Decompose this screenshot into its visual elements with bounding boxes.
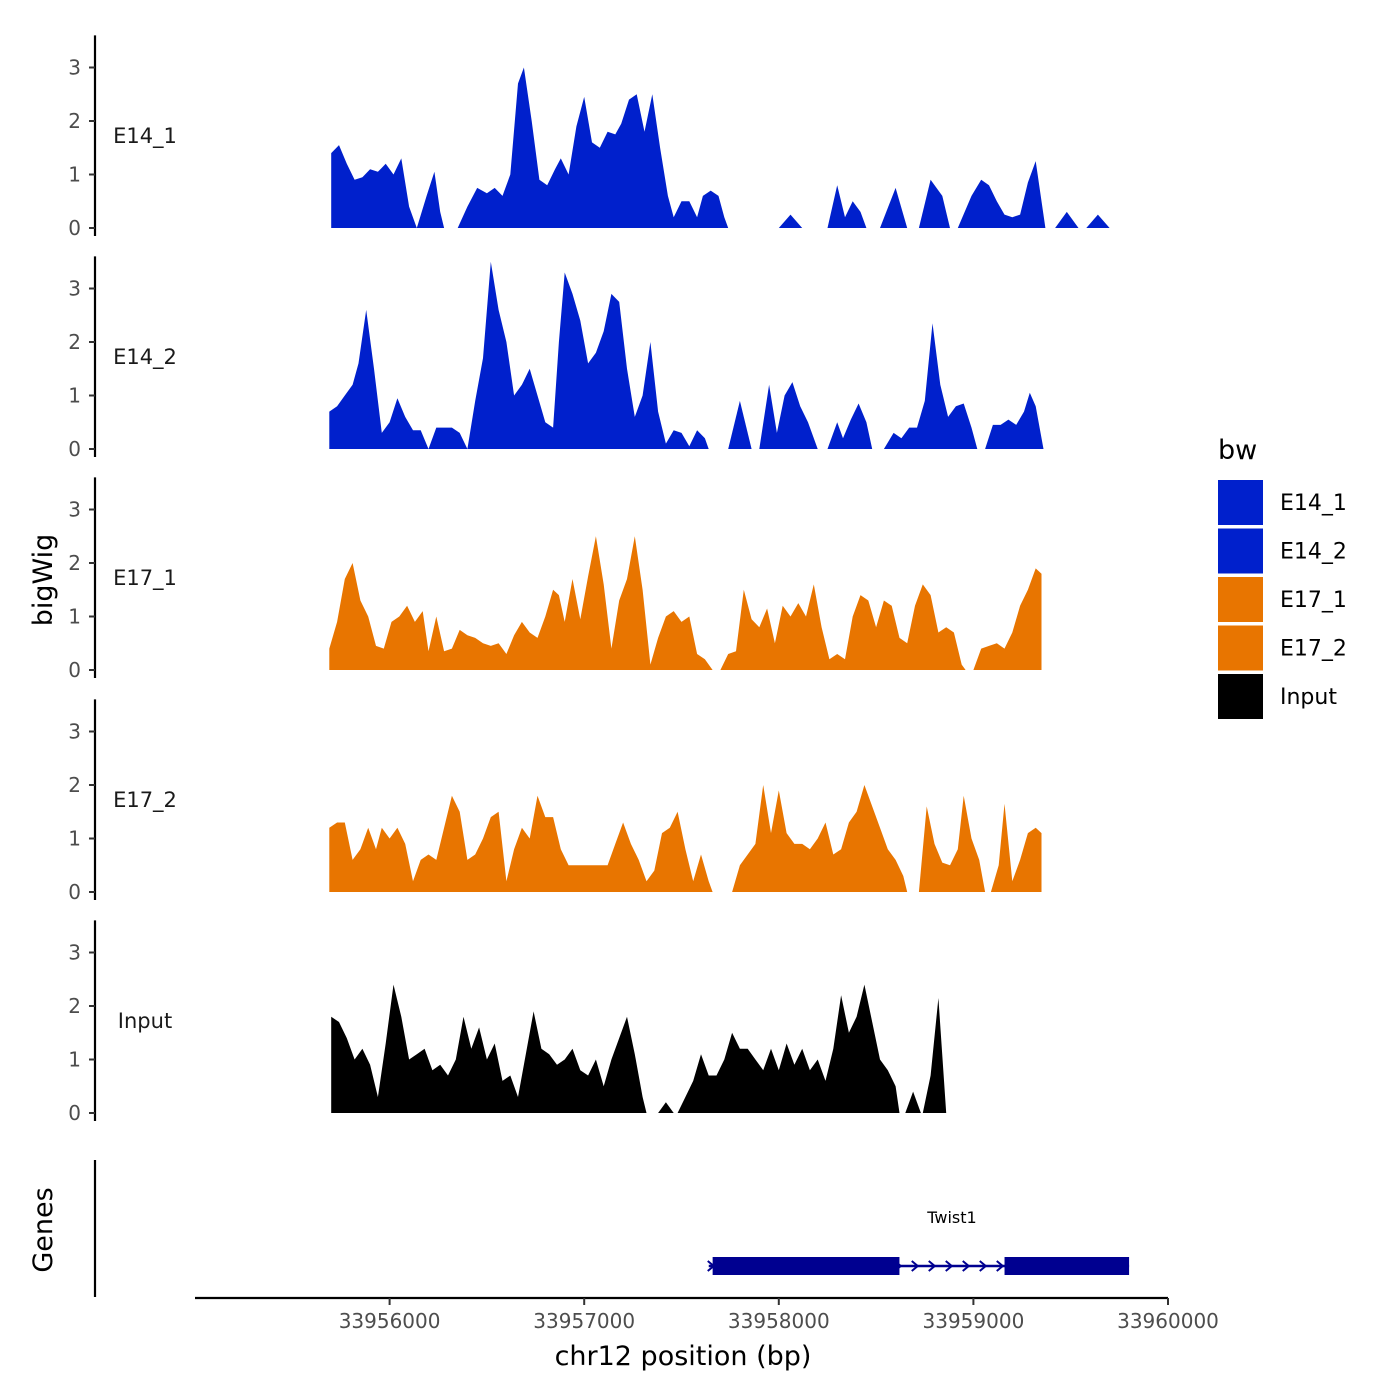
signal-area — [732, 785, 908, 892]
signal-area — [918, 179, 950, 228]
track-input: 0 1 2 3 Input — [68, 920, 947, 1125]
signal-area — [905, 1091, 921, 1113]
legend-swatch — [1218, 528, 1263, 574]
gene-twist1: Twist1 — [707, 1208, 1130, 1275]
signal-area — [457, 67, 729, 228]
x-axis: 33956000 33957000 33958000 33959000 33960000 — [195, 1296, 1219, 1333]
strand-arrow-icon — [979, 1260, 988, 1272]
legend-swatch — [1218, 480, 1263, 525]
y-tick-label: 1 — [68, 384, 81, 408]
signal-area — [331, 145, 445, 228]
tracks-layer: 0 1 2 3 E14_1 0 1 2 3 E14_2 0 1 2 3 E17_1 0 1 2 3 E17_2 0 1 2 3… — [68, 35, 1110, 1125]
y-tick-label: 3 — [68, 720, 81, 744]
track-e14-2: 0 1 2 3 E14_2 — [68, 256, 1044, 461]
legend-entry-label: E14_2 — [1280, 540, 1347, 565]
y-tick-label: 1 — [68, 1048, 81, 1072]
y-tick-label: 0 — [68, 880, 81, 904]
signal-area — [957, 161, 1046, 228]
strand-arrow-icon — [928, 1260, 937, 1272]
track-e17-2: 0 1 2 3 E17_2 — [68, 699, 1042, 904]
y-tick-label: 2 — [68, 109, 81, 133]
gene-exon — [1004, 1257, 1130, 1275]
y-tick-label: 3 — [68, 498, 81, 522]
signal-area — [973, 568, 1042, 670]
signal-area — [728, 400, 752, 449]
signal-area — [918, 795, 986, 892]
signal-area — [985, 392, 1044, 449]
strand-arrow-icon — [962, 1260, 971, 1272]
signal-area — [990, 803, 1042, 892]
track-e17-1: 0 1 2 3 E17_1 — [68, 477, 1042, 682]
track-label: E17_1 — [113, 566, 177, 591]
legend: bw E14_1 E14_2 E17_1 E17_2 Input — [1218, 435, 1347, 719]
x-tick-label: 33959000 — [923, 1309, 1025, 1333]
signal-area — [778, 214, 803, 228]
track-label: E14_1 — [113, 124, 177, 149]
y-tick-label: 0 — [68, 1101, 81, 1125]
legend-title: bw — [1218, 435, 1257, 466]
signal-area — [331, 984, 647, 1113]
signal-area — [827, 185, 867, 228]
signal-area — [827, 403, 873, 449]
y-tick-label: 0 — [68, 658, 81, 682]
strand-arrow-icon — [996, 1260, 1005, 1272]
gene-track: Twist1 — [93, 1160, 1130, 1297]
y-tick-label: 1 — [68, 163, 81, 187]
y-tick-label: 3 — [68, 277, 81, 301]
signal-area — [883, 323, 978, 449]
x-tick-label: 33958000 — [728, 1309, 830, 1333]
x-tick-label: 33960000 — [1117, 1309, 1219, 1333]
signal-area — [720, 584, 966, 670]
y-tick-label: 2 — [68, 330, 81, 354]
signal-area — [329, 795, 713, 892]
track-label: E14_2 — [113, 345, 177, 370]
y-tick-label: 2 — [68, 994, 81, 1018]
x-axis-title: chr12 position (bp) — [555, 1341, 812, 1372]
legend-entry-label: Input — [1280, 685, 1337, 710]
strand-arrow-icon — [911, 1260, 920, 1272]
y-tick-label: 1 — [68, 605, 81, 629]
track-label: E17_2 — [113, 788, 177, 813]
legend-swatch — [1218, 577, 1263, 622]
legend-swatch — [1218, 625, 1263, 671]
signal-area — [922, 998, 947, 1113]
y-tick-label: 1 — [68, 827, 81, 851]
y-tick-label: 2 — [68, 551, 81, 575]
legend-entry-label: E17_2 — [1280, 637, 1347, 662]
gene-label: Twist1 — [926, 1208, 976, 1227]
gene-exon — [712, 1257, 900, 1275]
x-tick-label: 33957000 — [533, 1309, 635, 1333]
signal-area — [759, 382, 818, 449]
signal-area — [658, 1102, 674, 1113]
y-tick-label: 2 — [68, 773, 81, 797]
legend-swatch — [1218, 674, 1263, 719]
signal-area — [1055, 211, 1079, 228]
genes-axis-title: Genes — [28, 1187, 59, 1272]
signal-area — [880, 187, 908, 228]
signal-area — [677, 984, 900, 1113]
y-tick-label: 3 — [68, 941, 81, 965]
y-tick-label: 3 — [68, 56, 81, 80]
signal-area — [1086, 214, 1110, 228]
y-axis-title: bigWig — [28, 534, 59, 627]
legend-entry-label: E17_1 — [1280, 588, 1347, 613]
signal-area — [329, 536, 713, 670]
strand-arrow-icon — [945, 1260, 954, 1272]
signal-area — [329, 261, 709, 449]
y-tick-label: 0 — [68, 216, 81, 240]
y-tick-label: 0 — [68, 437, 81, 461]
x-tick-label: 33956000 — [339, 1309, 441, 1333]
track-e14-1: 0 1 2 3 E14_1 — [68, 35, 1110, 240]
legend-entry-label: E14_1 — [1280, 491, 1347, 516]
track-label: Input — [118, 1009, 172, 1033]
